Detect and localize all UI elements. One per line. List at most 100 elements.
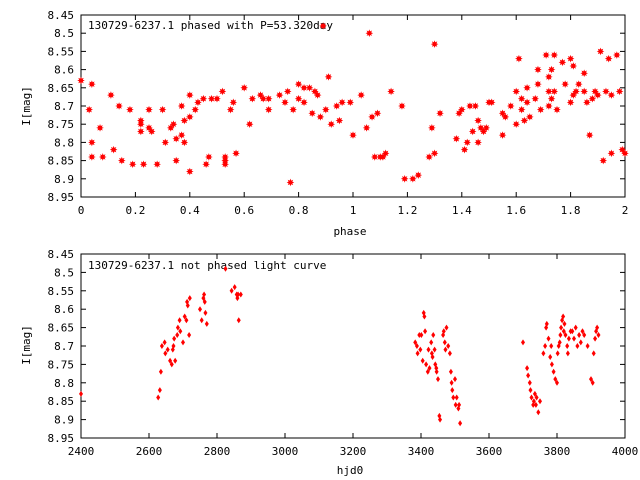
unphased-data-point: [453, 401, 458, 408]
unphased-x-tick-label: 3800: [544, 445, 571, 458]
phased-data-point: [128, 160, 137, 169]
unphased-data-point: [563, 331, 568, 338]
phased-data-point: [515, 54, 523, 63]
unphased-data-point: [580, 328, 585, 335]
unphased-data-point: [448, 368, 453, 375]
unphased-data-point: [529, 394, 534, 401]
unphased-data-point: [458, 420, 463, 427]
unphased-x-tick-label: 2600: [136, 445, 163, 458]
phased-data-point: [229, 98, 238, 107]
unphased-data-point: [184, 317, 189, 324]
unphased-data-point: [177, 317, 182, 324]
phased-y-tick-label: 8.9: [54, 173, 74, 186]
unphased-data-point: [527, 379, 532, 386]
phased-light-curve-panel: 130729-6237.1 phased with P=53.320day ph…: [20, 9, 629, 238]
unphased-data-point: [444, 324, 449, 331]
unphased-data-point: [202, 298, 207, 305]
phased-data-point: [275, 91, 284, 99]
phased-x-tick-label: 0.8: [289, 204, 309, 217]
phased-y-axis-label: I[mag]: [20, 86, 33, 126]
phased-data-point: [248, 94, 257, 103]
phased-data-point: [207, 94, 216, 103]
unphased-x-tick-label: 4000: [612, 445, 639, 458]
unphased-data-point: [413, 339, 418, 346]
unphased-data-point: [590, 379, 595, 386]
phased-data-point: [199, 94, 208, 103]
phased-data-point: [294, 94, 303, 103]
unphased-data-point: [169, 361, 174, 368]
unphased-x-tick-label: 3200: [340, 445, 367, 458]
phased-data-point: [613, 51, 621, 59]
phased-chart-title: 130729-6237.1 phased with P=53.320day: [88, 19, 333, 32]
unphased-data-point: [202, 291, 207, 298]
unphased-x-tick-label: 3000: [272, 445, 299, 458]
phased-data-point: [177, 131, 186, 139]
phased-data-point: [501, 113, 510, 121]
phased-data-point: [98, 153, 107, 161]
phased-data-point: [147, 127, 156, 136]
phased-data-point: [512, 87, 520, 96]
unphased-data-point: [436, 376, 440, 383]
phased-data-point: [558, 58, 567, 67]
unphased-y-tick-label: 8.45: [48, 248, 75, 261]
phased-data-point: [561, 80, 569, 88]
unphased-data-point: [575, 343, 580, 349]
unphased-data-point: [165, 346, 170, 353]
unphased-data-point: [418, 346, 423, 353]
unphased-data-point: [546, 335, 551, 342]
unphased-data-point: [561, 313, 566, 320]
unphased-light-curve-panel: 130729-6237.1 not phased light curve hjd…: [20, 248, 638, 477]
phased-data-point: [452, 134, 461, 143]
phased-data-point: [428, 124, 436, 132]
unphased-data-point: [450, 387, 455, 394]
phased-data-point: [458, 105, 466, 114]
unphased-y-tick-label: 8.6: [54, 303, 74, 316]
phased-data-point: [109, 145, 118, 154]
phased-data-point: [115, 102, 123, 110]
phased-data-point: [398, 102, 406, 110]
unphased-data-point: [549, 361, 554, 368]
phased-data-point: [205, 153, 213, 161]
phased-data-point: [607, 91, 616, 99]
unphased-data-point: [565, 343, 570, 349]
phased-data-point: [324, 73, 333, 81]
unphased-data-point: [417, 331, 422, 338]
phased-data-point: [327, 120, 336, 128]
phased-data-point: [264, 94, 273, 103]
unphased-data-point: [457, 401, 462, 408]
phased-data-point: [245, 120, 254, 128]
phased-data-point: [566, 54, 575, 63]
phased-data-point: [370, 153, 379, 161]
unphased-data-point: [175, 324, 180, 331]
phased-data-point: [226, 105, 235, 114]
phased-data-point: [194, 98, 202, 107]
phased-data-point: [594, 91, 602, 99]
phased-data-point: [137, 127, 145, 136]
phased-data-point: [169, 120, 178, 128]
phased-data-point: [460, 145, 469, 154]
phased-data-point: [259, 94, 268, 103]
unphased-data-point: [178, 328, 183, 335]
phased-data-point: [583, 98, 591, 107]
phased-data-point: [186, 167, 194, 176]
phased-y-tick-label: 8.6: [54, 64, 74, 77]
phased-y-tick-label: 8.55: [48, 45, 75, 58]
phased-data-point: [506, 102, 515, 110]
phased-data-point: [596, 47, 605, 56]
phased-data-point: [177, 102, 186, 110]
phased-data-point: [96, 124, 104, 132]
unphased-data-point: [521, 339, 525, 346]
phased-data-point: [213, 94, 221, 103]
phased-data-point: [357, 91, 365, 99]
phased-data-point: [517, 105, 526, 114]
unphased-data-point: [572, 335, 576, 342]
phased-data-point: [615, 87, 624, 96]
phased-data-point: [474, 116, 482, 125]
unphased-data-point: [425, 368, 430, 375]
unphased-y-tick-label: 8.8: [54, 377, 74, 390]
unphased-data-point: [566, 335, 571, 342]
unphased-data-point: [441, 328, 446, 335]
unphased-data-point: [443, 346, 448, 353]
unphased-data-point: [538, 398, 542, 405]
phased-data-point: [281, 98, 289, 107]
